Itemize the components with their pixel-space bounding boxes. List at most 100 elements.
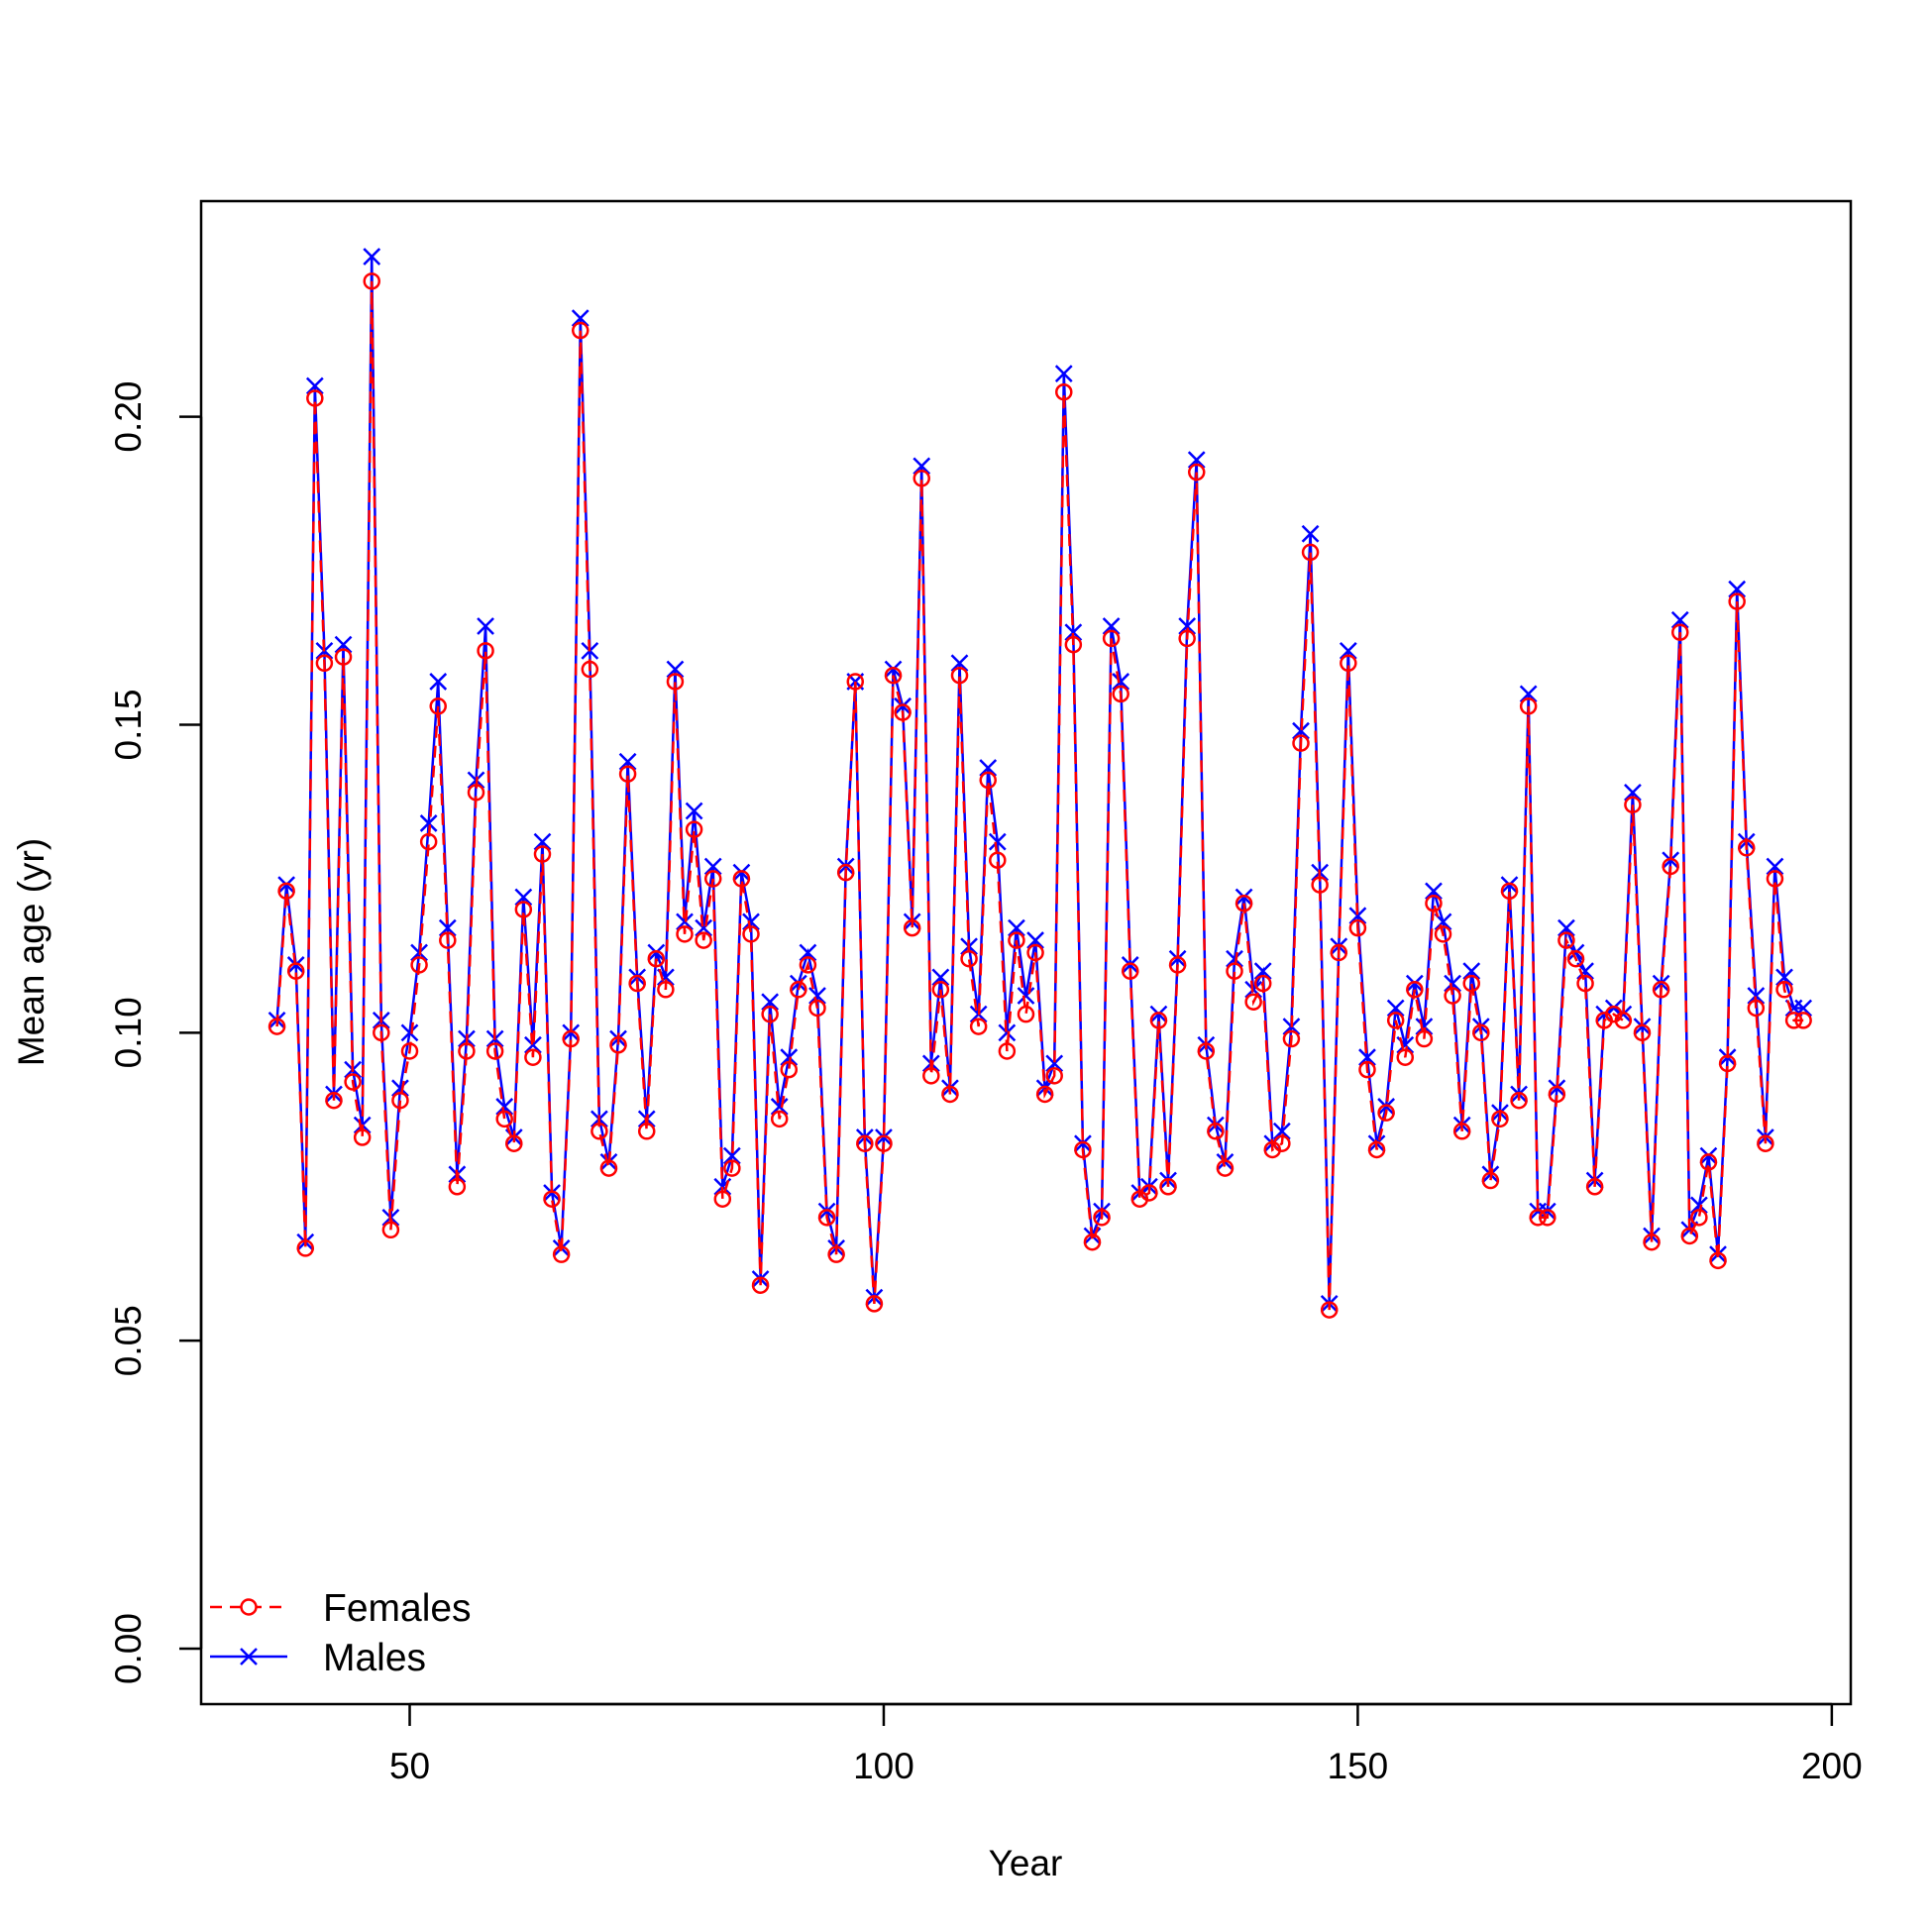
- data-point: [1253, 974, 1272, 993]
- data-point: [533, 832, 552, 851]
- data-point: [429, 673, 448, 691]
- data-point: [1566, 949, 1585, 968]
- data-point: [1055, 382, 1073, 401]
- data-point: [1406, 981, 1424, 999]
- data-point: [1121, 956, 1139, 974]
- data-point: [1519, 698, 1538, 715]
- data-point: [894, 697, 912, 715]
- y-tick-label: 0.15: [108, 689, 149, 760]
- data-point: [400, 1042, 419, 1060]
- data-point: [988, 832, 1007, 851]
- data-point: [884, 660, 903, 679]
- data-point: [618, 765, 637, 783]
- data-point: [1301, 543, 1320, 562]
- data-point: [514, 901, 533, 918]
- data-point: [998, 1042, 1017, 1060]
- data-point: [1122, 962, 1139, 980]
- data-point: [666, 660, 685, 679]
- data-point: [505, 1134, 523, 1152]
- data-point: [846, 673, 865, 691]
- data-point: [1775, 968, 1793, 987]
- data-point: [865, 1295, 884, 1313]
- data-point: [1149, 1012, 1168, 1029]
- data-point: [875, 1134, 893, 1152]
- series-line: [275, 280, 1804, 1311]
- data-point: [1557, 918, 1575, 937]
- data-point: [1462, 974, 1480, 993]
- data-point: [1415, 1029, 1434, 1048]
- data-point: [1405, 974, 1424, 993]
- data-point: [950, 654, 969, 673]
- data-point: [742, 925, 760, 943]
- data-point: [1652, 974, 1670, 993]
- data-point: [875, 1128, 893, 1146]
- data-point: [685, 802, 703, 820]
- data-point: [1757, 1134, 1774, 1152]
- data-point: [703, 857, 722, 876]
- data-point: [1452, 1123, 1471, 1140]
- data-point: [1728, 592, 1746, 610]
- legend-label: Females: [323, 1587, 472, 1630]
- data-point: [808, 999, 826, 1018]
- data-point: [363, 272, 380, 290]
- data-point: [790, 981, 807, 999]
- data-point: [1026, 931, 1044, 949]
- data-point: [1348, 918, 1367, 937]
- x-tick-label: 150: [1328, 1746, 1389, 1786]
- data-point: [1643, 1233, 1661, 1251]
- data-point: [306, 389, 324, 407]
- data-point: [1377, 1104, 1395, 1122]
- legend: Females Males: [210, 1587, 472, 1679]
- data-point: [1377, 1098, 1396, 1116]
- data-point: [1207, 1123, 1225, 1140]
- data-point: [1557, 931, 1575, 949]
- data-point: [817, 1209, 836, 1227]
- data-point: [1226, 949, 1243, 968]
- data-point: [1074, 1140, 1092, 1159]
- data-point: [979, 771, 997, 790]
- data-point: [1500, 882, 1519, 901]
- data-point: [590, 1123, 608, 1140]
- data-point: [1386, 1012, 1405, 1029]
- data-point: [1699, 1146, 1718, 1165]
- data-point: [676, 925, 694, 943]
- data-point: [268, 1018, 286, 1035]
- data-point: [1737, 839, 1756, 857]
- data-point: [1197, 1042, 1216, 1060]
- data-point: [305, 376, 324, 395]
- data-point: [780, 1060, 799, 1079]
- data-point: [1320, 1301, 1339, 1319]
- data-point: [381, 1221, 400, 1239]
- data-point: [1140, 1184, 1158, 1202]
- data-point: [296, 1239, 315, 1257]
- data-point: [827, 1245, 845, 1263]
- data-point: [1358, 1060, 1376, 1079]
- data-point: [1718, 1054, 1737, 1073]
- data-point: [1054, 365, 1073, 382]
- data-point: [448, 1178, 467, 1196]
- data-point: [628, 968, 647, 987]
- data-point: [1472, 1023, 1490, 1042]
- data-point: [363, 248, 381, 266]
- data-point: [922, 1067, 940, 1085]
- data-point: [1766, 870, 1784, 888]
- data-point: [495, 1110, 513, 1128]
- data-point: [1178, 629, 1196, 648]
- data-point: [1311, 876, 1329, 894]
- data-point: [1045, 1054, 1064, 1073]
- data-point: [1425, 895, 1443, 912]
- data-point: [571, 309, 590, 328]
- data-point: [1301, 524, 1320, 543]
- data-point: [1539, 1209, 1556, 1227]
- data-point: [960, 949, 978, 968]
- data-point: [1652, 981, 1670, 999]
- data-point: [1358, 1048, 1376, 1067]
- data-point: [770, 1098, 789, 1116]
- data-point: [1462, 962, 1481, 981]
- data-point: [1216, 1153, 1234, 1171]
- x-axis: 50 100 150 200: [389, 1702, 1863, 1786]
- data-point: [1784, 1012, 1803, 1029]
- data-point: [703, 870, 722, 888]
- data-point: [1026, 943, 1044, 962]
- data-point: [1500, 876, 1519, 894]
